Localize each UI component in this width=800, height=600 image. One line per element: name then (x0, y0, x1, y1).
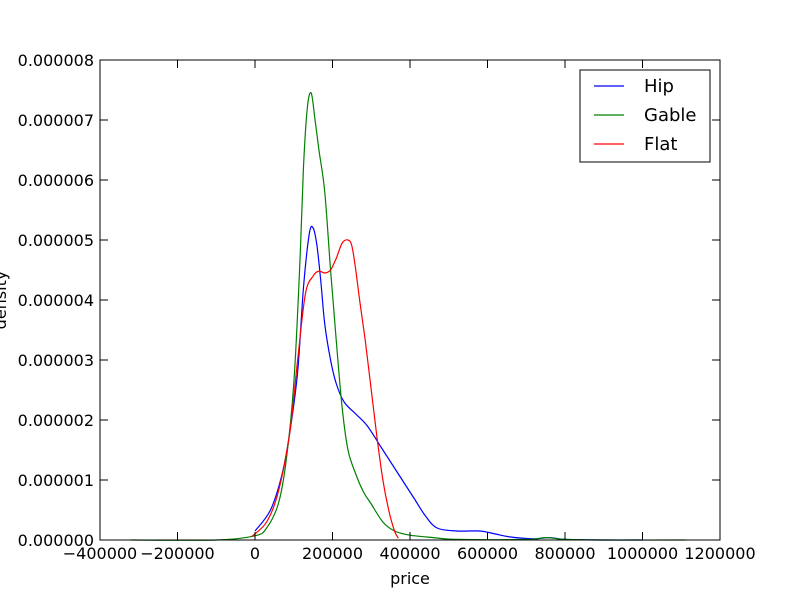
y-tick-label: 0.000006 (18, 171, 94, 190)
y-tick-label: 0.000005 (18, 231, 94, 250)
y-axis-title: density (0, 271, 10, 330)
y-tick-label: 0.000001 (18, 471, 94, 490)
x-tick-label: 400000 (379, 544, 440, 563)
y-tick-label: 0.000000 (18, 531, 94, 550)
series-line-flat (250, 239, 399, 539)
x-axis-title: price (390, 569, 430, 588)
x-tick-label: 200000 (302, 544, 363, 563)
x-tick-label: −200000 (140, 544, 214, 563)
series-line-gable (130, 91, 686, 541)
y-tick-label: 0.000004 (18, 291, 94, 310)
x-tick-label: 1000000 (607, 544, 678, 563)
legend: Hip Gable Flat (579, 69, 711, 163)
plot-frame (99, 59, 721, 541)
x-tick-label: 0 (250, 544, 260, 563)
tick-layer: −400000 −200000 0 200000 400000 600000 800000 1… (18, 51, 756, 563)
legend-label-gable: Gable (644, 105, 696, 126)
legend-label-flat: Flat (644, 134, 677, 155)
series-layer (130, 91, 686, 541)
series-line-hip (254, 225, 643, 541)
legend-label-hip: Hip (644, 76, 674, 97)
y-tick-label: 0.000007 (18, 111, 94, 130)
y-tick-label: 0.000003 (18, 351, 94, 370)
x-tick-label: 1200000 (684, 544, 755, 563)
legend-frame (579, 69, 711, 163)
x-tick-label: 800000 (534, 544, 595, 563)
x-tick-label: −400000 (63, 544, 137, 563)
y-tick-label: 0.000002 (18, 411, 94, 430)
y-tick-label: 0.000008 (18, 51, 94, 70)
x-tick-label: 600000 (457, 544, 518, 563)
